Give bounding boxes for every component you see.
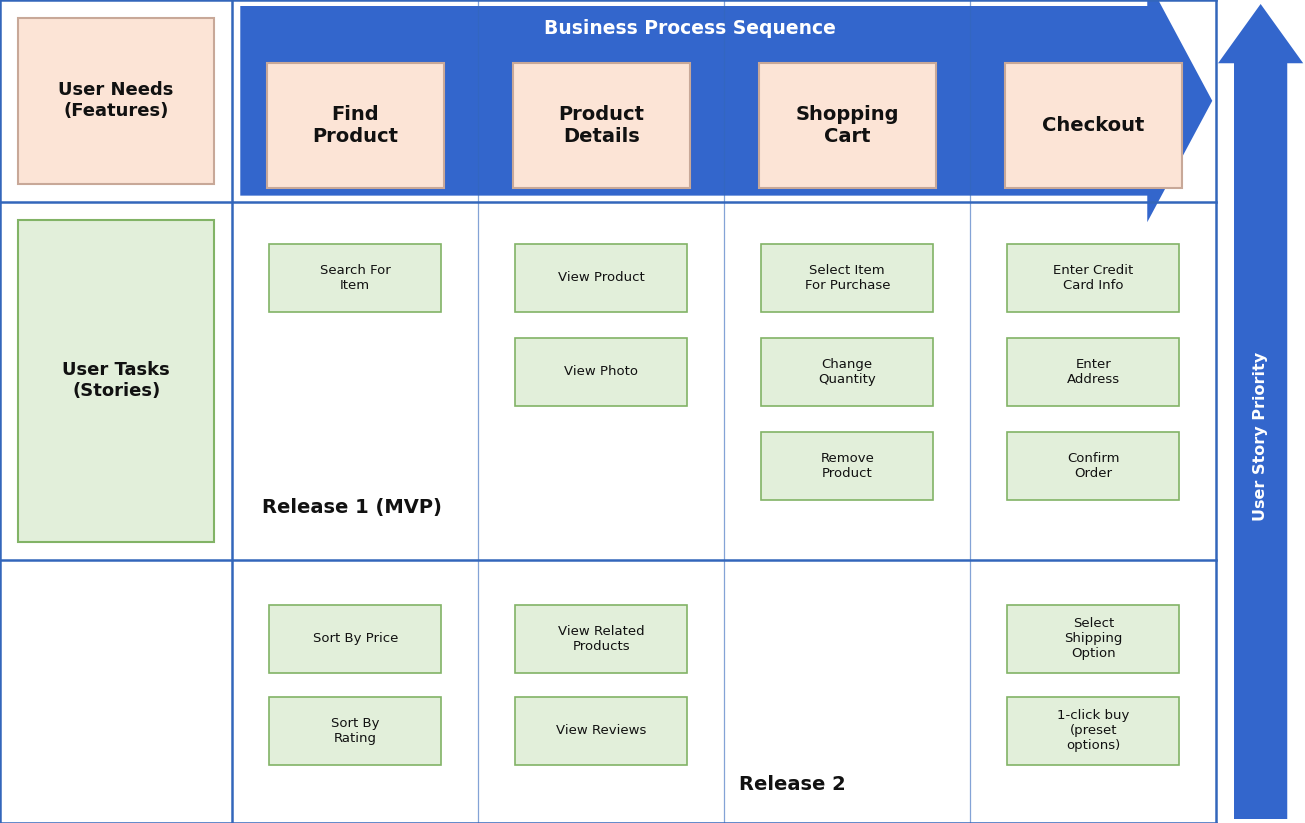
FancyBboxPatch shape [269, 605, 441, 672]
Text: Release 1 (MVP): Release 1 (MVP) [262, 498, 442, 517]
FancyBboxPatch shape [761, 432, 933, 500]
Polygon shape [240, 0, 1212, 222]
Text: Find
Product: Find Product [312, 105, 398, 146]
FancyBboxPatch shape [1007, 432, 1180, 500]
Text: Sort By
Rating: Sort By Rating [331, 717, 380, 745]
Polygon shape [1218, 4, 1304, 819]
Text: User Story Priority: User Story Priority [1253, 351, 1268, 521]
Text: Checkout: Checkout [1043, 115, 1144, 134]
Text: View Reviews: View Reviews [556, 724, 646, 737]
FancyBboxPatch shape [1007, 605, 1180, 672]
FancyBboxPatch shape [761, 337, 933, 406]
FancyBboxPatch shape [758, 63, 936, 188]
Text: Select
Shipping
Option: Select Shipping Option [1064, 617, 1122, 660]
FancyBboxPatch shape [269, 244, 441, 312]
FancyBboxPatch shape [515, 605, 688, 672]
Text: Product
Details: Product Details [559, 105, 645, 146]
FancyBboxPatch shape [513, 63, 690, 188]
FancyBboxPatch shape [761, 244, 933, 312]
Text: User Tasks
(Stories): User Tasks (Stories) [63, 361, 170, 400]
Text: Remove
Product: Remove Product [821, 452, 874, 480]
Text: User Needs
(Features): User Needs (Features) [59, 81, 174, 120]
Text: View Product: View Product [559, 272, 645, 284]
Text: 1-click buy
(preset
options): 1-click buy (preset options) [1057, 709, 1129, 752]
FancyBboxPatch shape [18, 220, 214, 542]
Text: Enter
Address: Enter Address [1066, 358, 1120, 386]
FancyBboxPatch shape [1007, 697, 1180, 765]
FancyBboxPatch shape [515, 697, 688, 765]
FancyBboxPatch shape [1005, 63, 1182, 188]
Text: Enter Credit
Card Info: Enter Credit Card Info [1053, 263, 1133, 291]
Text: View Photo: View Photo [564, 365, 638, 379]
Text: View Related
Products: View Related Products [559, 625, 645, 653]
FancyBboxPatch shape [1007, 244, 1180, 312]
Text: Release 2: Release 2 [739, 775, 846, 794]
Text: Search For
Item: Search For Item [320, 263, 390, 291]
FancyBboxPatch shape [269, 697, 441, 765]
FancyBboxPatch shape [515, 337, 688, 406]
Text: Business Process Sequence: Business Process Sequence [544, 20, 835, 39]
Text: Shopping
Cart: Shopping Cart [796, 105, 899, 146]
FancyBboxPatch shape [18, 18, 214, 184]
Text: Select Item
For Purchase: Select Item For Purchase [804, 263, 890, 291]
Text: Confirm
Order: Confirm Order [1067, 452, 1120, 480]
FancyBboxPatch shape [266, 63, 444, 188]
FancyBboxPatch shape [1007, 337, 1180, 406]
FancyBboxPatch shape [515, 244, 688, 312]
Text: Sort By Price: Sort By Price [313, 632, 398, 645]
Text: Change
Quantity: Change Quantity [818, 358, 876, 386]
